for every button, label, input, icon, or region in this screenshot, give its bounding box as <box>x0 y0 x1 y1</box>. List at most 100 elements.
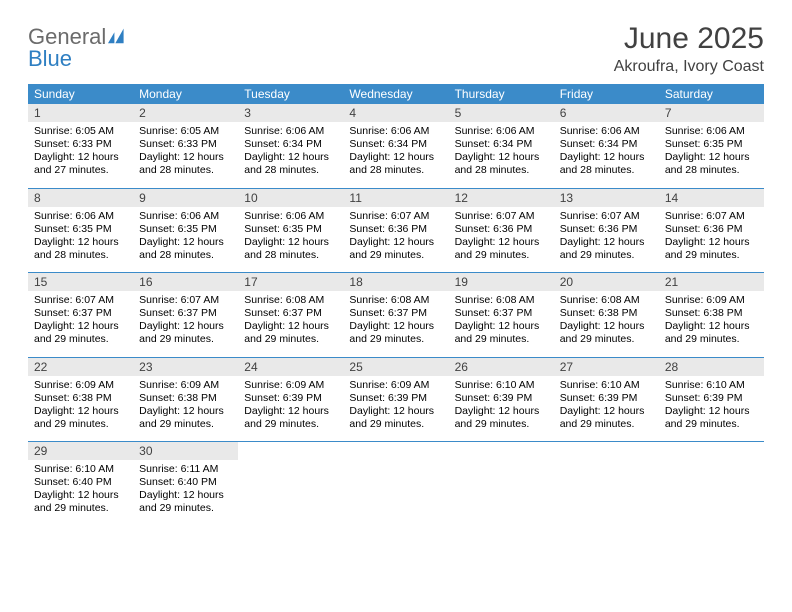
dow-thursday: Thursday <box>449 84 554 104</box>
sunrise-line: Sunrise: 6:10 AM <box>665 379 758 392</box>
sunrise-line: Sunrise: 6:07 AM <box>665 210 758 223</box>
daylight-line: Daylight: 12 hours and 29 minutes. <box>349 320 442 346</box>
daylight-line: Daylight: 12 hours and 28 minutes. <box>139 151 232 177</box>
daylight-line: Daylight: 12 hours and 28 minutes. <box>244 151 337 177</box>
daylight-line: Daylight: 12 hours and 28 minutes. <box>139 236 232 262</box>
title-block: June 2025 Akroufra, Ivory Coast <box>614 22 764 76</box>
sunset-line: Sunset: 6:33 PM <box>34 138 127 151</box>
day-detail-row: Sunrise: 6:10 AMSunset: 6:40 PMDaylight:… <box>28 460 764 526</box>
daylight-line: Daylight: 12 hours and 29 minutes. <box>139 489 232 515</box>
sunrise-line: Sunrise: 6:05 AM <box>34 125 127 138</box>
day-detail-cell <box>554 460 659 526</box>
day-detail-cell: Sunrise: 6:07 AMSunset: 6:37 PMDaylight:… <box>28 291 133 357</box>
daylight-line: Daylight: 12 hours and 29 minutes. <box>34 320 127 346</box>
sunset-line: Sunset: 6:38 PM <box>560 307 653 320</box>
sunrise-line: Sunrise: 6:07 AM <box>349 210 442 223</box>
day-number-cell: 7 <box>659 104 764 122</box>
sunrise-line: Sunrise: 6:08 AM <box>560 294 653 307</box>
daylight-line: Daylight: 12 hours and 29 minutes. <box>665 320 758 346</box>
daylight-line: Daylight: 12 hours and 29 minutes. <box>244 320 337 346</box>
sunrise-line: Sunrise: 6:07 AM <box>34 294 127 307</box>
day-detail-cell: Sunrise: 6:06 AMSunset: 6:35 PMDaylight:… <box>28 207 133 273</box>
sunset-line: Sunset: 6:38 PM <box>139 392 232 405</box>
day-number-cell: 30 <box>133 442 238 460</box>
day-number-cell: 2 <box>133 104 238 122</box>
day-detail-cell: Sunrise: 6:07 AMSunset: 6:37 PMDaylight:… <box>133 291 238 357</box>
daylight-line: Daylight: 12 hours and 28 minutes. <box>665 151 758 177</box>
day-number-row: 891011121314 <box>28 189 764 207</box>
day-detail-cell: Sunrise: 6:10 AMSunset: 6:39 PMDaylight:… <box>659 376 764 442</box>
day-number-cell: 18 <box>343 273 448 291</box>
day-number-cell: 13 <box>554 189 659 207</box>
daylight-line: Daylight: 12 hours and 28 minutes. <box>244 236 337 262</box>
day-detail-row: Sunrise: 6:09 AMSunset: 6:38 PMDaylight:… <box>28 376 764 442</box>
daylight-line: Daylight: 12 hours and 29 minutes. <box>34 405 127 431</box>
day-detail-cell: Sunrise: 6:08 AMSunset: 6:37 PMDaylight:… <box>343 291 448 357</box>
sunrise-line: Sunrise: 6:11 AM <box>139 463 232 476</box>
daylight-line: Daylight: 12 hours and 27 minutes. <box>34 151 127 177</box>
sunset-line: Sunset: 6:39 PM <box>560 392 653 405</box>
day-detail-cell: Sunrise: 6:06 AMSunset: 6:34 PMDaylight:… <box>343 122 448 188</box>
day-number-cell <box>343 442 448 460</box>
day-number-cell: 3 <box>238 104 343 122</box>
dow-wednesday: Wednesday <box>343 84 448 104</box>
daylight-line: Daylight: 12 hours and 29 minutes. <box>349 405 442 431</box>
sunset-line: Sunset: 6:38 PM <box>665 307 758 320</box>
day-detail-cell: Sunrise: 6:08 AMSunset: 6:38 PMDaylight:… <box>554 291 659 357</box>
month-title: June 2025 <box>614 22 764 56</box>
day-detail-cell: Sunrise: 6:06 AMSunset: 6:34 PMDaylight:… <box>449 122 554 188</box>
daylight-line: Daylight: 12 hours and 28 minutes. <box>34 236 127 262</box>
sunset-line: Sunset: 6:38 PM <box>34 392 127 405</box>
daylight-line: Daylight: 12 hours and 29 minutes. <box>455 320 548 346</box>
day-number-cell: 10 <box>238 189 343 207</box>
daylight-line: Daylight: 12 hours and 29 minutes. <box>455 236 548 262</box>
sunrise-line: Sunrise: 6:05 AM <box>139 125 232 138</box>
day-detail-cell: Sunrise: 6:10 AMSunset: 6:40 PMDaylight:… <box>28 460 133 526</box>
day-number-cell: 8 <box>28 189 133 207</box>
sunset-line: Sunset: 6:40 PM <box>139 476 232 489</box>
sunset-line: Sunset: 6:35 PM <box>244 223 337 236</box>
day-number-cell: 4 <box>343 104 448 122</box>
day-number-cell: 1 <box>28 104 133 122</box>
header: General Blue June 2025 Akroufra, Ivory C… <box>28 22 764 76</box>
sunset-line: Sunset: 6:35 PM <box>139 223 232 236</box>
day-number-cell: 25 <box>343 358 448 376</box>
logo: General Blue <box>28 22 130 70</box>
sunrise-line: Sunrise: 6:09 AM <box>665 294 758 307</box>
day-number-row: 15161718192021 <box>28 273 764 291</box>
day-detail-cell: Sunrise: 6:09 AMSunset: 6:39 PMDaylight:… <box>343 376 448 442</box>
sunrise-line: Sunrise: 6:09 AM <box>34 379 127 392</box>
day-detail-cell: Sunrise: 6:06 AMSunset: 6:35 PMDaylight:… <box>133 207 238 273</box>
daylight-line: Daylight: 12 hours and 29 minutes. <box>139 320 232 346</box>
day-detail-cell: Sunrise: 6:06 AMSunset: 6:35 PMDaylight:… <box>659 122 764 188</box>
sunrise-line: Sunrise: 6:08 AM <box>349 294 442 307</box>
daylight-line: Daylight: 12 hours and 29 minutes. <box>560 320 653 346</box>
day-detail-row: Sunrise: 6:07 AMSunset: 6:37 PMDaylight:… <box>28 291 764 357</box>
daylight-line: Daylight: 12 hours and 29 minutes. <box>139 405 232 431</box>
day-number-cell: 11 <box>343 189 448 207</box>
daylight-line: Daylight: 12 hours and 29 minutes. <box>560 405 653 431</box>
day-number-cell: 22 <box>28 358 133 376</box>
day-number-cell: 14 <box>659 189 764 207</box>
day-detail-cell: Sunrise: 6:07 AMSunset: 6:36 PMDaylight:… <box>554 207 659 273</box>
sunset-line: Sunset: 6:36 PM <box>560 223 653 236</box>
day-detail-cell: Sunrise: 6:10 AMSunset: 6:39 PMDaylight:… <box>449 376 554 442</box>
calendar-body: 1234567Sunrise: 6:05 AMSunset: 6:33 PMDa… <box>28 104 764 526</box>
day-detail-cell: Sunrise: 6:06 AMSunset: 6:35 PMDaylight:… <box>238 207 343 273</box>
sunrise-line: Sunrise: 6:06 AM <box>139 210 232 223</box>
dow-friday: Friday <box>554 84 659 104</box>
sunset-line: Sunset: 6:35 PM <box>34 223 127 236</box>
day-number-cell <box>659 442 764 460</box>
flag-icon <box>108 26 130 44</box>
day-detail-cell: Sunrise: 6:05 AMSunset: 6:33 PMDaylight:… <box>28 122 133 188</box>
sunrise-line: Sunrise: 6:06 AM <box>244 210 337 223</box>
sunset-line: Sunset: 6:36 PM <box>665 223 758 236</box>
sunset-line: Sunset: 6:36 PM <box>349 223 442 236</box>
sunrise-line: Sunrise: 6:08 AM <box>455 294 548 307</box>
daylight-line: Daylight: 12 hours and 29 minutes. <box>34 489 127 515</box>
sunrise-line: Sunrise: 6:10 AM <box>560 379 653 392</box>
day-detail-cell <box>449 460 554 526</box>
daylight-line: Daylight: 12 hours and 28 minutes. <box>455 151 548 177</box>
day-detail-cell: Sunrise: 6:08 AMSunset: 6:37 PMDaylight:… <box>449 291 554 357</box>
day-of-week-row: Sunday Monday Tuesday Wednesday Thursday… <box>28 84 764 104</box>
